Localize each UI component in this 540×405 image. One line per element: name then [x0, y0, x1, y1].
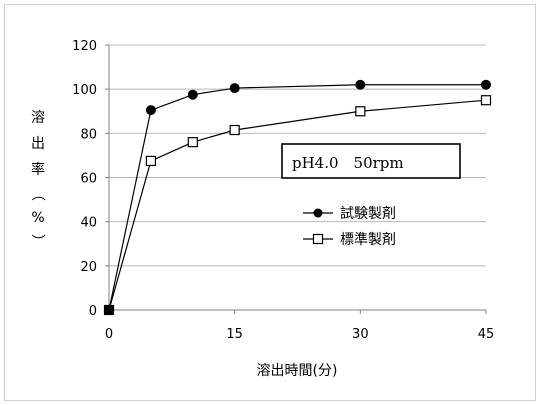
y-label-char: % — [31, 210, 44, 226]
legend-marker-test — [313, 208, 323, 218]
y-label-char: 溶 — [31, 110, 45, 126]
x-tick-label: 0 — [105, 327, 113, 342]
annotation-text: pH4.0 50rpm — [292, 154, 404, 172]
x-tick-label: 15 — [226, 327, 243, 342]
y-tick-label: 120 — [72, 39, 97, 54]
legend-label-2: 標準製剤 — [340, 232, 396, 248]
data-point-test — [355, 79, 366, 90]
legend-marker-reference — [312, 233, 324, 245]
x-tick-label: 30 — [352, 327, 369, 342]
data-point-test — [481, 79, 491, 90]
data-point-reference — [103, 304, 115, 316]
x-axis-label: 溶出時間(分) — [257, 363, 338, 379]
data-point-reference — [229, 124, 240, 136]
series-line-1 — [108, 84, 486, 311]
data-point-reference — [187, 137, 198, 148]
x-tick-label: 45 — [478, 327, 495, 342]
y-tick-label: 80 — [80, 127, 97, 142]
data-point-test — [145, 105, 156, 116]
y-label-char: ） — [29, 234, 45, 248]
y-tick-label: 60 — [80, 172, 97, 187]
data-point-reference — [145, 155, 156, 167]
legend-label-1: 試験製剤 — [340, 206, 396, 222]
data-point-test — [187, 89, 198, 100]
chart-frame — [4, 4, 536, 401]
annotation-box: pH4.0 50rpm — [281, 143, 461, 179]
y-tick-label: 100 — [72, 83, 97, 98]
data-point-reference — [480, 95, 492, 106]
y-tick-label: 20 — [80, 260, 97, 275]
y-axis-label: 溶出率 （% ） — [29, 110, 45, 248]
series-group — [103, 79, 492, 316]
y-tick-label: 40 — [80, 216, 97, 231]
annotation-frame — [281, 143, 461, 179]
y-label-char: （ — [29, 187, 45, 201]
grid — [109, 44, 486, 267]
y-label-char: 率 — [31, 161, 45, 178]
data-point-reference — [355, 106, 366, 117]
data-point-test — [229, 83, 240, 94]
y-tick-label: 0 — [89, 304, 97, 319]
y-label-char: 出 — [31, 136, 45, 152]
series-line-2 — [108, 99, 487, 311]
